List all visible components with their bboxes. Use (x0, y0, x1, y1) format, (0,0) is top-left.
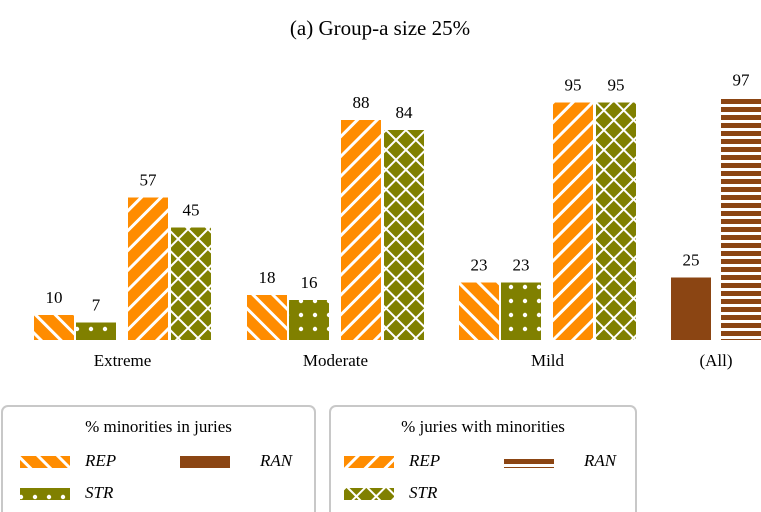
legend-swatch (344, 488, 394, 500)
legend-swatch (504, 456, 554, 468)
bar (128, 197, 168, 340)
bar (384, 130, 424, 340)
bar (34, 315, 74, 340)
value-label: 88 (353, 93, 370, 112)
bar (459, 282, 499, 340)
bar (76, 322, 116, 340)
value-label: 16 (301, 273, 318, 292)
value-label: 84 (396, 103, 414, 122)
value-label: 18 (259, 268, 276, 287)
bar (289, 300, 329, 340)
x-tick-label: (All) (699, 351, 732, 370)
legend-label: REP (408, 451, 440, 470)
legend-swatch (20, 488, 70, 500)
legend-label: REP (84, 451, 116, 470)
bar (341, 120, 381, 340)
value-label: 25 (683, 250, 700, 269)
value-label: 45 (183, 200, 200, 219)
value-label: 57 (140, 170, 158, 189)
legend-label: RAN (259, 451, 294, 470)
value-label: 97 (733, 70, 751, 89)
value-label: 95 (608, 75, 625, 94)
bar (596, 102, 636, 340)
legend-title: % juries with minorities (401, 417, 565, 436)
bar (671, 277, 711, 340)
bar (171, 227, 211, 340)
legend-label: STR (85, 483, 114, 502)
legend-swatch (344, 456, 394, 468)
chart-title: (a) Group-a size 25% (290, 16, 470, 40)
value-label: 23 (513, 255, 530, 274)
x-tick-label: Mild (531, 351, 565, 370)
legend-title: % minorities in juries (85, 417, 232, 436)
value-label: 23 (471, 255, 488, 274)
value-label: 95 (565, 75, 582, 94)
legend-label: RAN (583, 451, 618, 470)
bar (553, 102, 593, 340)
x-tick-label: Extreme (94, 351, 152, 370)
bar (721, 97, 761, 340)
x-tick-label: Moderate (303, 351, 368, 370)
legend-swatch (180, 456, 230, 468)
value-label: 10 (46, 288, 63, 307)
legend-label: STR (409, 483, 438, 502)
legend-swatch (20, 456, 70, 468)
value-label: 7 (92, 295, 101, 314)
bar (247, 295, 287, 340)
legend-box (329, 405, 637, 512)
legend-box (1, 405, 316, 512)
bar (501, 282, 541, 340)
